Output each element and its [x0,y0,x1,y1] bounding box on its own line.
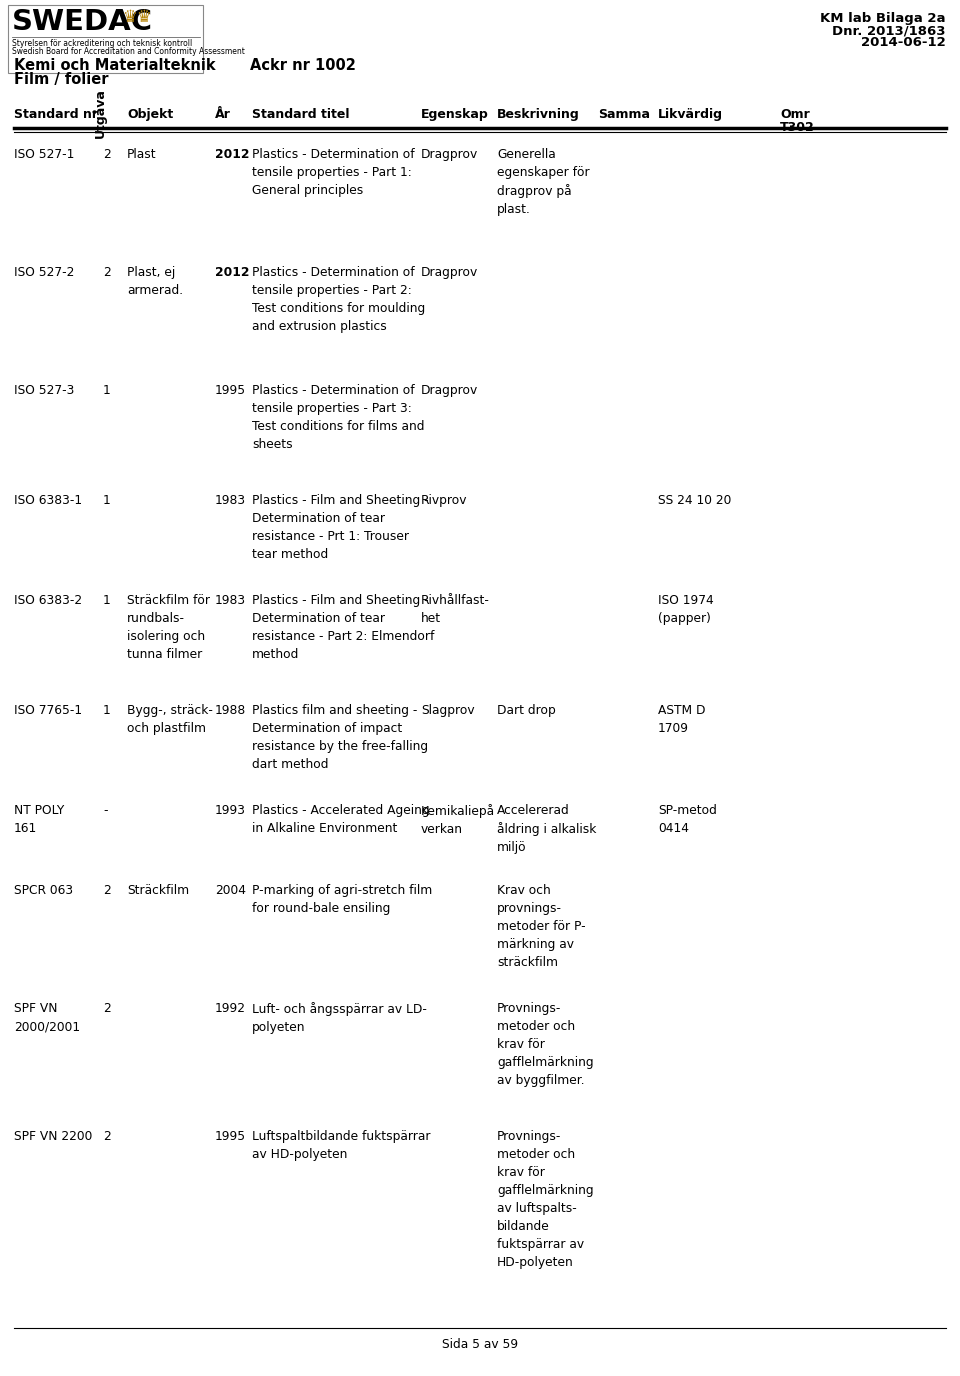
Text: Sträckfilm för
rundbals-
isolering och
tunna filmer: Sträckfilm för rundbals- isolering och t… [127,594,210,660]
Text: 2014-06-12: 2014-06-12 [861,36,946,50]
Text: Styrelsen för ackreditering och teknisk kontroll: Styrelsen för ackreditering och teknisk … [12,39,192,48]
Text: Standard titel: Standard titel [252,107,349,121]
Text: Plastics - Accelerated Ageing
in Alkaline Environment: Plastics - Accelerated Ageing in Alkalin… [252,804,430,835]
Text: Provnings-
metoder och
krav för
gafflelmärkning
av byggfilmer.: Provnings- metoder och krav för gafflelm… [497,1002,593,1087]
Text: Luft- och ångsspärrar av LD-
polyeten: Luft- och ångsspärrar av LD- polyeten [252,1002,427,1033]
Text: Plastics - Determination of
tensile properties - Part 2:
Test conditions for mou: Plastics - Determination of tensile prop… [252,266,425,333]
Text: Accelererad
åldring i alkalisk
miljö: Accelererad åldring i alkalisk miljö [497,804,596,854]
Text: 1983: 1983 [215,594,246,607]
Text: Dnr. 2013/1863: Dnr. 2013/1863 [832,23,946,37]
Text: 1988: 1988 [215,705,247,717]
Text: 1983: 1983 [215,494,246,506]
Text: Rivhållfast-
het: Rivhållfast- het [421,594,490,625]
Text: SS 24 10 20: SS 24 10 20 [658,494,732,506]
Text: 1993: 1993 [215,804,246,817]
Text: Film / folier: Film / folier [14,72,108,87]
Text: ASTM D
1709: ASTM D 1709 [658,705,706,735]
Text: 1: 1 [103,705,110,717]
Text: 1995: 1995 [215,384,246,398]
Text: Utgåva: Utgåva [92,88,107,138]
Text: SWEDAC: SWEDAC [12,8,153,36]
Text: Plastics - Film and Sheeting -
Determination of tear
resistance - Prt 1: Trouser: Plastics - Film and Sheeting - Determina… [252,494,428,561]
Text: ISO 6383-2: ISO 6383-2 [14,594,83,607]
Text: NT POLY
161: NT POLY 161 [14,804,64,835]
Text: 1995: 1995 [215,1130,246,1143]
Text: ISO 1974
(papper): ISO 1974 (papper) [658,594,713,625]
Text: ISO 6383-1: ISO 6383-1 [14,494,83,506]
Text: 1: 1 [103,494,110,506]
Text: 1: 1 [103,594,110,607]
Text: Sträckfilm: Sträckfilm [127,883,189,897]
Text: 2: 2 [103,266,110,279]
Text: Plast: Plast [127,149,156,161]
Text: Kemi och Materialteknik: Kemi och Materialteknik [14,58,216,73]
Text: Swedish Board for Accreditation and Conformity Assessment: Swedish Board for Accreditation and Conf… [12,47,245,56]
FancyBboxPatch shape [8,6,203,73]
Text: Dragprov: Dragprov [421,384,478,398]
Text: 2: 2 [103,883,110,897]
Text: Ackr nr 1002: Ackr nr 1002 [250,58,356,73]
Text: 1992: 1992 [215,1002,246,1015]
Text: År: År [215,107,230,121]
Text: -: - [103,804,108,817]
Text: Objekt: Objekt [127,107,173,121]
Text: ISO 527-3: ISO 527-3 [14,384,74,398]
Text: 2012: 2012 [215,149,250,161]
Text: Bygg-, sträck-
och plastfilm: Bygg-, sträck- och plastfilm [127,705,213,735]
Text: KM lab Bilaga 2a: KM lab Bilaga 2a [821,12,946,25]
Text: Likvärdig: Likvärdig [658,107,723,121]
Text: Dragprov: Dragprov [421,266,478,279]
Text: ♛♛: ♛♛ [122,8,152,26]
Text: Kemikaliepå
verkan: Kemikaliepå verkan [421,804,495,837]
Text: Plastics film and sheeting -
Determination of impact
resistance by the free-fall: Plastics film and sheeting - Determinati… [252,705,428,771]
Text: Beskrivning: Beskrivning [497,107,580,121]
Text: Rivprov: Rivprov [421,494,468,506]
Text: Dragprov: Dragprov [421,149,478,161]
Text: Omr: Omr [780,107,809,121]
Text: Plastics - Determination of
tensile properties - Part 1:
General principles: Plastics - Determination of tensile prop… [252,149,415,197]
Text: 2004: 2004 [215,883,246,897]
Text: ISO 527-2: ISO 527-2 [14,266,74,279]
Text: 2: 2 [103,149,110,161]
Text: Dart drop: Dart drop [497,705,556,717]
Text: 1: 1 [103,384,110,398]
Text: ISO 527-1: ISO 527-1 [14,149,74,161]
Text: Standard nr: Standard nr [14,107,98,121]
Text: Sida 5 av 59: Sida 5 av 59 [442,1337,518,1351]
Text: 2: 2 [103,1002,110,1015]
Text: 2012: 2012 [215,266,250,279]
Text: Provnings-
metoder och
krav för
gafflelmärkning
av luftspalts-
bildande
fuktspär: Provnings- metoder och krav för gafflelm… [497,1130,593,1269]
Text: ISO 7765-1: ISO 7765-1 [14,705,83,717]
Text: Luftspaltbildande fuktspärrar
av HD-polyeten: Luftspaltbildande fuktspärrar av HD-poly… [252,1130,430,1161]
Text: 2: 2 [103,1130,110,1143]
Text: Plastics - Film and Sheeting -
Determination of tear
resistance - Part 2: Elmend: Plastics - Film and Sheeting - Determina… [252,594,434,660]
Text: Egenskap: Egenskap [421,107,489,121]
Text: Generella
egenskaper för
dragprov på
plast.: Generella egenskaper för dragprov på pla… [497,149,589,216]
Text: T302: T302 [780,121,815,133]
Text: Plast, ej
armerad.: Plast, ej armerad. [127,266,183,297]
Text: Krav och
provnings-
metoder för P-
märkning av
sträckfilm: Krav och provnings- metoder för P- märkn… [497,883,586,969]
Text: P-marking of agri-stretch film
for round-bale ensiling: P-marking of agri-stretch film for round… [252,883,432,915]
Text: Plastics - Determination of
tensile properties - Part 3:
Test conditions for fil: Plastics - Determination of tensile prop… [252,384,424,451]
Text: SPF VN 2200: SPF VN 2200 [14,1130,92,1143]
Text: SPF VN
2000/2001: SPF VN 2000/2001 [14,1002,80,1033]
Text: SP-metod
0414: SP-metod 0414 [658,804,717,835]
Text: Slagprov: Slagprov [421,705,474,717]
Text: Samma: Samma [598,107,650,121]
Text: SPCR 063: SPCR 063 [14,883,73,897]
